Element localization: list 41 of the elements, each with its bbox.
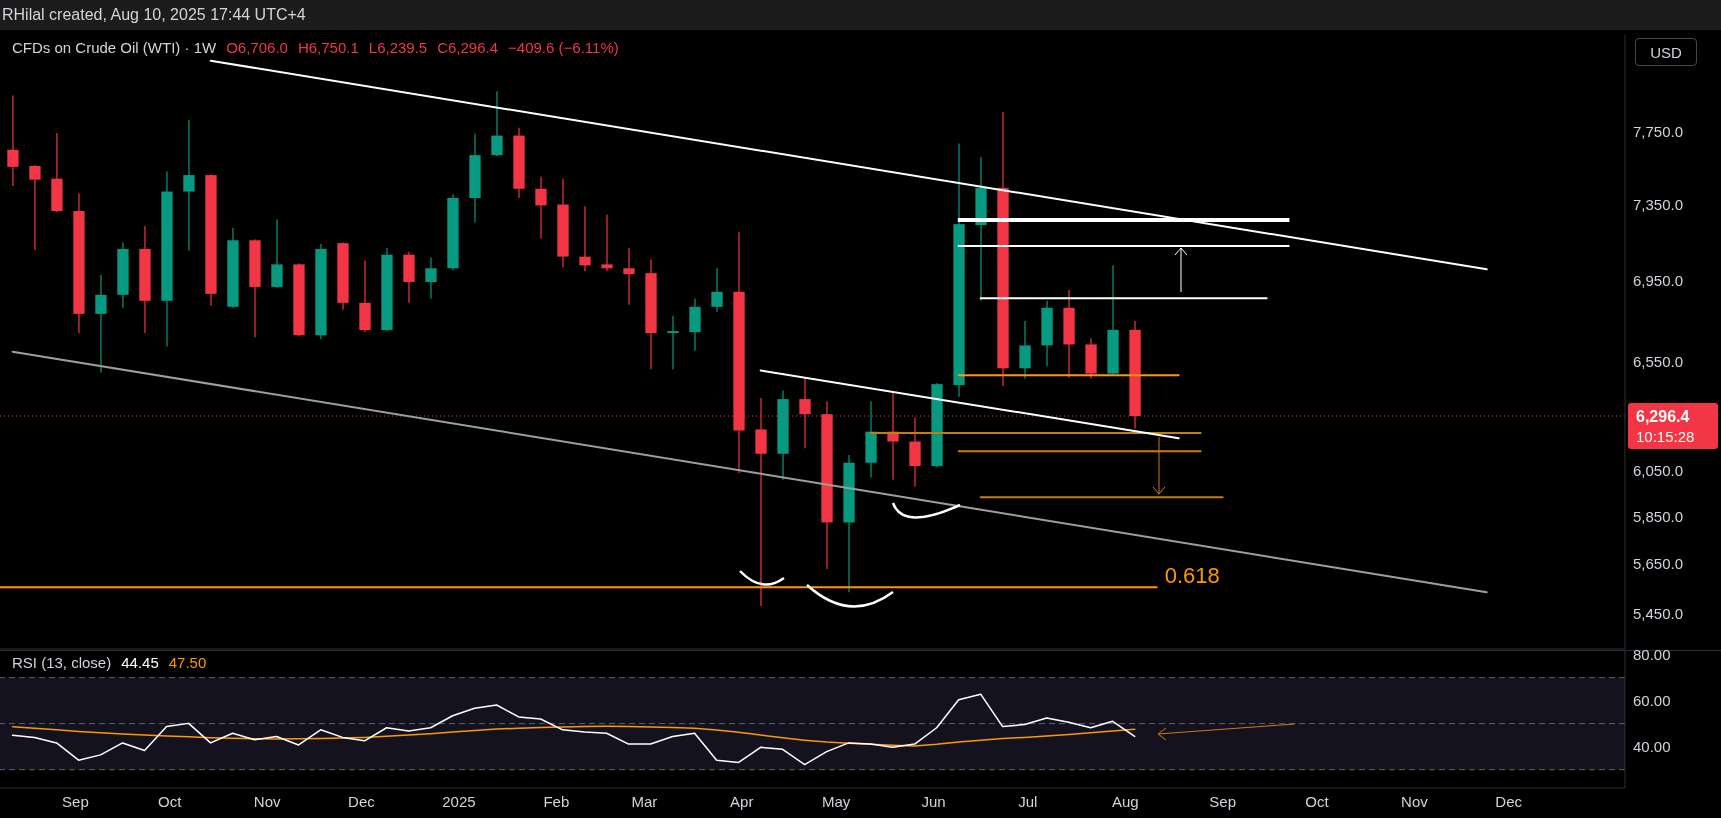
y-tick-label: 7,350.0 <box>1633 195 1684 213</box>
chart-title: RSI (13, close) <box>12 654 112 671</box>
annotation: L6,239.5 <box>368 39 428 56</box>
x-tick-label: Jul <box>1018 792 1038 810</box>
text: 10:15:28 <box>1636 428 1695 446</box>
x-tick-label: 2025 <box>442 792 476 810</box>
y-tick-label: 40.00 <box>1633 737 1671 755</box>
y-tick-label: 5,450.0 <box>1633 604 1684 622</box>
x-tick-label: Sep <box>1209 792 1237 810</box>
y-axis-title: USD <box>1635 38 1697 66</box>
x-tick-label: Oct <box>1305 792 1330 810</box>
x-tick-label: Sep <box>62 792 89 810</box>
chart-title: CFDs on Crude Oil (WTI) · 1W <box>12 39 217 56</box>
y-tick-label: 6,050.0 <box>1633 461 1684 479</box>
x-tick-label: May <box>821 792 851 810</box>
y-tick-label: 80.00 <box>1633 645 1671 663</box>
ref-line-label: 6,296.4 <box>1636 408 1690 426</box>
x-tick-label: Jun <box>921 792 946 810</box>
annotation: O6,706.0 <box>226 39 288 56</box>
x-tick-label: Feb <box>543 792 570 810</box>
y-tick-label: 5,650.0 <box>1633 555 1684 573</box>
y-tick-label: 7,750.0 <box>1633 123 1684 141</box>
annotation: C6,296.4 <box>437 39 499 56</box>
text: RHilal created, Aug 10, 2025 17:44 UTC+4 <box>0 0 1721 30</box>
y-tick-label: 60.00 <box>1633 691 1671 709</box>
x-tick-label: Nov <box>1401 792 1429 810</box>
annotation: H6,750.1 <box>297 39 359 56</box>
x-tick-label: Apr <box>730 792 754 810</box>
y-tick-label: 6,550.0 <box>1633 353 1684 371</box>
x-tick-label: Nov <box>253 792 281 810</box>
series-label: 0.618 <box>1164 563 1220 589</box>
x-tick-label: Mar <box>631 792 658 810</box>
y-tick-label: 6,950.0 <box>1633 272 1684 290</box>
x-tick-label: Dec <box>1495 792 1523 810</box>
y-tick-label: 5,850.0 <box>1633 507 1684 525</box>
x-tick-label: Aug <box>1111 792 1139 810</box>
annotation: −409.6 (−6.11%) <box>508 39 619 56</box>
annotation: 44.45 <box>121 654 159 671</box>
annotation: 47.50 <box>168 654 207 671</box>
x-tick-label: Dec <box>348 792 376 810</box>
x-tick-label: Oct <box>158 792 183 810</box>
